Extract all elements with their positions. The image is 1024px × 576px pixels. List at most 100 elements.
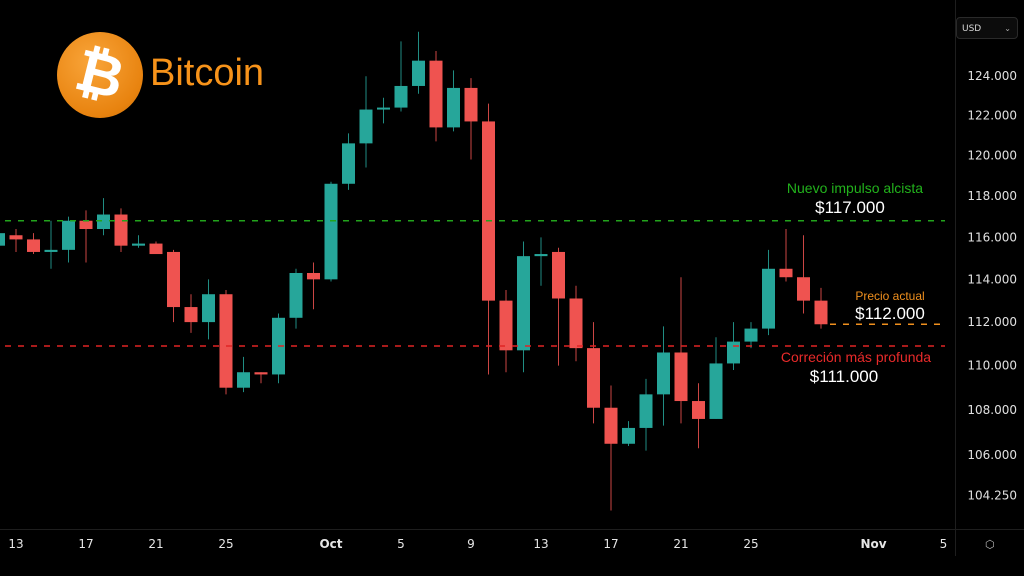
candle <box>587 322 600 424</box>
current-price-label: $112.000 <box>855 304 925 323</box>
candle-body <box>359 109 373 144</box>
candle-body <box>184 307 198 323</box>
currency-selector[interactable]: USD ⌄ <box>956 17 1018 39</box>
candle-body <box>622 427 635 444</box>
candle <box>447 70 460 132</box>
candle <box>692 383 705 449</box>
price-tick-label: 110.000 <box>967 359 1017 373</box>
settings-icon[interactable]: ⬡ <box>985 538 995 551</box>
candle <box>797 235 810 314</box>
candle <box>307 262 320 310</box>
candle-body <box>289 272 303 318</box>
price-tick-label: 112.000 <box>967 315 1017 329</box>
candle <box>394 41 408 112</box>
price-tick-label: 124.000 <box>967 69 1017 83</box>
candle-body <box>44 249 58 252</box>
levels-group <box>5 219 945 347</box>
candle <box>482 103 495 375</box>
date-tick-label: 17 <box>78 537 93 551</box>
candle-body <box>517 256 530 351</box>
candle <box>62 216 75 263</box>
price-tick-label: 104.250 <box>967 488 1017 502</box>
candle <box>639 378 653 451</box>
candle-body <box>254 372 268 375</box>
candle-body <box>114 214 128 246</box>
candle-body <box>202 294 215 323</box>
candle-body <box>79 220 93 230</box>
candle-body <box>674 352 688 402</box>
candle <box>744 322 758 349</box>
price-tick-label: 114.000 <box>967 272 1017 286</box>
candle-body <box>377 107 390 110</box>
date-tick-label: 25 <box>218 537 233 551</box>
candle-body <box>0 233 5 246</box>
price-tick-label: 118.000 <box>967 189 1017 203</box>
date-tick-label: 13 <box>533 537 548 551</box>
candle <box>184 294 198 333</box>
date-tick-label: 5 <box>940 537 948 551</box>
candle-body <box>552 251 565 299</box>
brand-title: Bitcoin <box>150 52 265 94</box>
support-title: Correción más profunda <box>780 349 932 365</box>
chevron-down-icon: ⌄ <box>1004 24 1011 33</box>
candle <box>254 372 268 384</box>
candle-body <box>464 87 478 122</box>
candle <box>517 241 530 373</box>
candle <box>289 268 303 329</box>
candle <box>674 277 688 424</box>
candle-body <box>727 341 740 364</box>
candle-body <box>534 254 548 257</box>
candle <box>499 289 513 373</box>
bitcoin-logo: ₿ <box>57 32 143 118</box>
date-tick-label: 13 <box>8 537 23 551</box>
candle <box>149 241 163 255</box>
candle <box>132 235 145 248</box>
candle <box>429 51 443 142</box>
candle <box>324 181 338 282</box>
date-tick-label: 17 <box>603 537 618 551</box>
candle <box>464 78 478 160</box>
candle <box>622 421 635 447</box>
currency-value: USD <box>962 24 982 34</box>
candle <box>0 233 5 246</box>
candle-body <box>797 277 810 301</box>
date-tick-label: 9 <box>467 537 475 551</box>
price-tick-label: 120.000 <box>967 148 1017 162</box>
date-tick-label: Oct <box>319 537 342 551</box>
current-title: Precio actual <box>855 289 925 303</box>
candle <box>377 97 390 124</box>
support-price-label: $111.000 <box>809 367 879 386</box>
candle-body <box>219 294 233 388</box>
candle-body <box>744 328 758 342</box>
candle <box>412 31 425 94</box>
candle <box>97 198 110 236</box>
candle <box>814 287 828 329</box>
candle-body <box>429 60 443 128</box>
candle <box>272 313 285 384</box>
candle-body <box>394 85 408 108</box>
date-tick-label: Nov <box>860 537 886 551</box>
candle-body <box>237 372 250 388</box>
candle-body <box>167 251 180 308</box>
price-tick-label: 116.000 <box>967 230 1017 244</box>
price-tick-label: 108.000 <box>967 403 1017 417</box>
candle <box>569 285 583 362</box>
candle <box>79 210 93 263</box>
candle <box>657 326 670 426</box>
candle-body <box>307 272 320 280</box>
candle <box>44 220 58 269</box>
candle <box>9 229 23 252</box>
candle <box>167 249 180 323</box>
candle-body <box>9 235 23 240</box>
candle-body <box>709 363 723 419</box>
candle <box>709 337 723 419</box>
price-axis[interactable]: 124.000 122.000 120.000 118.000 116.000 114.0… <box>967 69 1017 502</box>
price-tick-label: 106.000 <box>967 448 1017 462</box>
resistance-price-label: $117.000 <box>815 198 885 217</box>
date-tick-label: 21 <box>673 537 688 551</box>
candle-body <box>412 60 425 86</box>
candle-body <box>62 220 75 250</box>
candle-body <box>762 268 775 329</box>
time-axis[interactable]: 13 17 21 25 Oct 5 9 13 17 21 25 Nov 5 <box>8 537 947 551</box>
